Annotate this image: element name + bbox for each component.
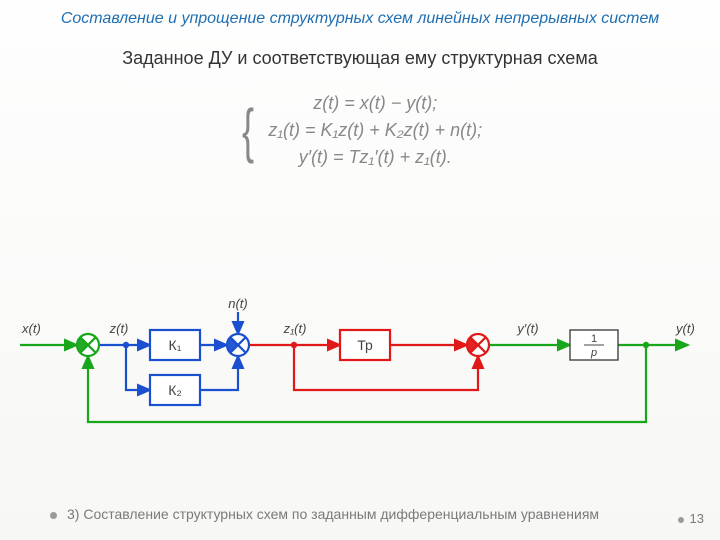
- svg-text:К₁: К₁: [169, 337, 182, 353]
- footer-text: 3) Составление структурных схем по задан…: [67, 506, 599, 522]
- signal-label: x(t): [21, 321, 41, 336]
- title-text: Составление и упрощение структурных схем…: [61, 10, 659, 27]
- page-title: Составление и упрощение структурных схем…: [0, 10, 720, 28]
- subtitle-text: Заданное ДУ и соответствующая ему структ…: [122, 48, 597, 68]
- footer: 3) Составление структурных схем по задан…: [50, 506, 599, 522]
- signal-label: y(t): [675, 321, 695, 336]
- equation-2: z₁(t) = K₁z(t) + K₂z(t) + n(t);: [268, 120, 482, 140]
- subtitle: Заданное ДУ и соответствующая ему структ…: [0, 48, 720, 69]
- svg-text:К₂: К₂: [168, 382, 182, 398]
- svg-text:1: 1: [591, 333, 597, 345]
- signal-label: z(t): [109, 321, 129, 336]
- svg-text:Тр: Тр: [357, 337, 373, 353]
- footer-bullet-icon: [50, 512, 57, 519]
- signal-label: z₁(t): [283, 321, 307, 336]
- equation-system: { z(t) = x(t) − y(t); z₁(t) = K₁z(t) + K…: [0, 90, 720, 171]
- equation-1: z(t) = x(t) − y(t);: [313, 93, 437, 113]
- page-number-text: 13: [690, 511, 704, 526]
- block-diagram: x(t) z(t) n(t) z₁(t) y′(t) y(t) К₁ К₂ Тр 1 p: [10, 270, 710, 440]
- signal-label: n(t): [228, 296, 248, 311]
- signal-label: y′(t): [516, 321, 538, 336]
- page-bullet-icon: [678, 517, 684, 523]
- brace-icon: {: [242, 101, 254, 161]
- svg-text:p: p: [590, 347, 597, 359]
- equation-3: y′(t) = Tz₁′(t) + z₁(t).: [299, 147, 452, 167]
- page-number: 13: [678, 511, 704, 526]
